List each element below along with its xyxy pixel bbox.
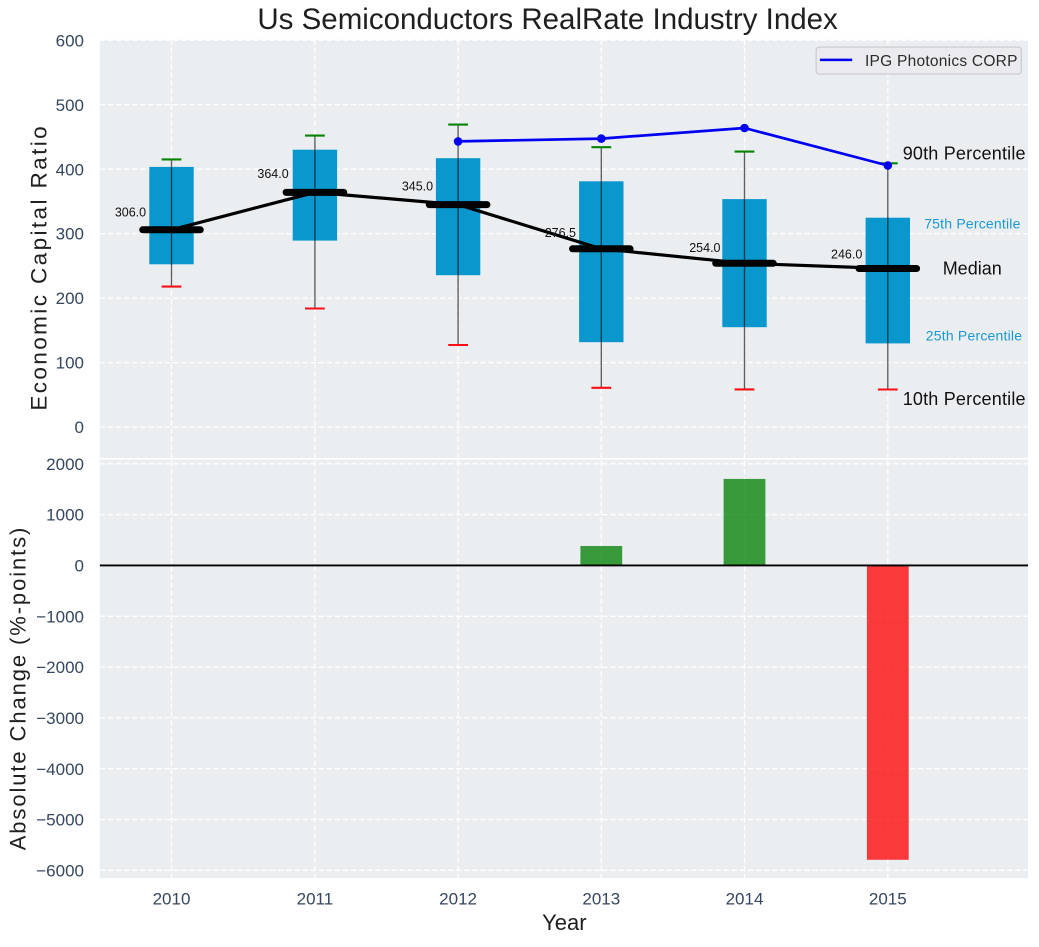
svg-text:2011: 2011 [297, 890, 334, 909]
svg-text:Median: Median [943, 259, 1002, 279]
svg-text:−5000: −5000 [36, 811, 84, 830]
svg-text:0: 0 [75, 557, 84, 576]
svg-text:−6000: −6000 [36, 861, 84, 880]
svg-text:Absolute Change (%-points): Absolute Change (%-points) [6, 526, 31, 851]
svg-text:2010: 2010 [153, 890, 191, 909]
svg-text:90th Percentile: 90th Percentile [903, 144, 1026, 164]
svg-text:364.0: 364.0 [257, 167, 288, 181]
svg-text:75th Percentile: 75th Percentile [924, 216, 1020, 232]
svg-text:100: 100 [56, 354, 84, 373]
svg-text:−4000: −4000 [36, 760, 84, 779]
svg-text:1000: 1000 [46, 506, 84, 525]
svg-text:−3000: −3000 [36, 709, 84, 728]
svg-text:−2000: −2000 [36, 658, 84, 677]
svg-text:2013: 2013 [582, 890, 620, 909]
svg-text:25th Percentile: 25th Percentile [926, 327, 1022, 343]
svg-text:345.0: 345.0 [402, 180, 433, 194]
svg-text:Us Semiconductors RealRate Ind: Us Semiconductors RealRate Industry Inde… [257, 3, 838, 36]
svg-text:200: 200 [56, 289, 84, 308]
svg-text:246.0: 246.0 [831, 247, 862, 261]
svg-text:306.0: 306.0 [115, 206, 146, 220]
svg-text:Economic Capital Ratio: Economic Capital Ratio [27, 124, 52, 411]
svg-text:2012: 2012 [439, 890, 477, 909]
svg-text:2000: 2000 [46, 455, 84, 474]
svg-text:Year: Year [542, 910, 586, 935]
svg-text:276.5: 276.5 [545, 226, 576, 240]
svg-text:2015: 2015 [869, 890, 907, 909]
svg-text:300: 300 [56, 225, 84, 244]
svg-text:0: 0 [75, 418, 84, 437]
svg-text:10th Percentile: 10th Percentile [903, 389, 1026, 409]
svg-text:−1000: −1000 [36, 607, 84, 626]
svg-text:400: 400 [56, 160, 84, 179]
svg-text:2014: 2014 [726, 890, 764, 909]
svg-text:254.0: 254.0 [689, 241, 720, 255]
svg-text:500: 500 [56, 96, 84, 115]
svg-text:IPG Photonics CORP: IPG Photonics CORP [865, 53, 1018, 70]
svg-text:600: 600 [56, 31, 84, 50]
